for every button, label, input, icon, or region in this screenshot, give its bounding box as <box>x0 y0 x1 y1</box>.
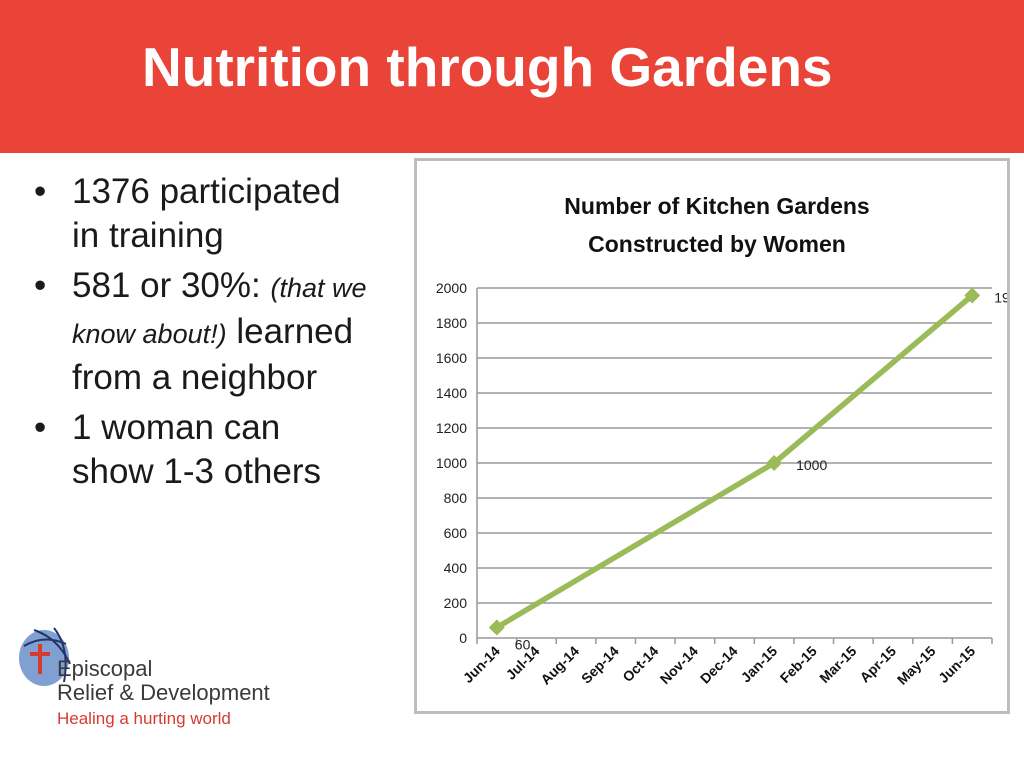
organization-logo: Episcopal Relief & Development Healing a… <box>14 624 276 734</box>
x-tick-label: Aug-14 <box>537 643 582 688</box>
bullet-line: 1 woman can <box>72 408 281 447</box>
logo-name-line1: Episcopal <box>57 656 153 681</box>
data-point <box>964 287 981 304</box>
x-tick-label: May-15 <box>894 643 939 688</box>
data-point <box>766 455 783 471</box>
bullet-marker: • <box>34 172 47 211</box>
bullet-line: 1376 participated <box>72 172 341 211</box>
data-label: 1000 <box>796 457 827 473</box>
chart-title-line1: Number of Kitchen Gardens <box>564 193 869 219</box>
data-point <box>488 619 505 636</box>
x-tick-label: Feb-15 <box>777 643 820 686</box>
bullet-marker: • <box>34 266 47 305</box>
y-tick-label: 1000 <box>436 455 467 471</box>
y-tick-label: 200 <box>444 595 468 611</box>
bullet-item: • 1 woman can show 1-3 others <box>34 406 404 494</box>
y-tick-label: 0 <box>459 630 467 646</box>
x-tick-label: Sep-14 <box>578 643 622 687</box>
line-chart: Number of Kitchen Gardens Constructed by… <box>436 193 1007 688</box>
slide-title: Nutrition through Gardens <box>142 36 833 98</box>
chart-frame: Number of Kitchen Gardens Constructed by… <box>414 158 1010 714</box>
data-label: 60 <box>515 637 531 653</box>
bullet-item: • 1376 participated in training <box>34 170 404 258</box>
bullet-list: • 1376 participated in training • 581 or… <box>34 170 404 500</box>
bullet-text: learned from a neighbor <box>72 312 354 397</box>
x-tick-label: Apr-15 <box>856 643 899 686</box>
x-tick-label: Jun-14 <box>460 643 503 686</box>
y-tick-label: 800 <box>444 490 468 506</box>
x-tick-label: Dec-14 <box>697 643 741 687</box>
y-tick-label: 2000 <box>436 280 467 296</box>
y-tick-label: 1200 <box>436 420 467 436</box>
y-tick-label: 600 <box>444 525 468 541</box>
globe-cross-icon <box>19 627 71 686</box>
y-tick-label: 1800 <box>436 315 467 331</box>
x-tick-label: Jun-15 <box>935 643 978 686</box>
logo-tagline: Healing a hurting world <box>57 709 231 728</box>
bullet-text: 581 or 30%: <box>72 266 271 305</box>
bullet-italic-note: (that we know about!) <box>72 273 367 349</box>
data-label: 1957 <box>994 290 1007 306</box>
x-tick-label: Oct-14 <box>619 643 661 685</box>
y-tick-label: 1600 <box>436 350 467 366</box>
logo-name-line2: Relief & Development <box>57 680 270 705</box>
chart-title-line2: Constructed by Women <box>588 231 846 257</box>
bullet-marker: • <box>34 408 47 447</box>
bullet-line: in training <box>72 216 224 255</box>
title-banner: Nutrition through Gardens <box>0 0 1024 153</box>
x-tick-label: Nov-14 <box>657 643 701 687</box>
y-tick-label: 1400 <box>436 385 467 401</box>
bullet-line: show 1-3 others <box>72 452 322 491</box>
bullet-item: • 581 or 30%: (that we know about!) lear… <box>34 264 404 400</box>
x-tick-label: Mar-15 <box>816 643 859 686</box>
series-line <box>494 292 975 631</box>
y-tick-label: 400 <box>444 560 468 576</box>
x-tick-label: Jan-15 <box>738 643 781 686</box>
